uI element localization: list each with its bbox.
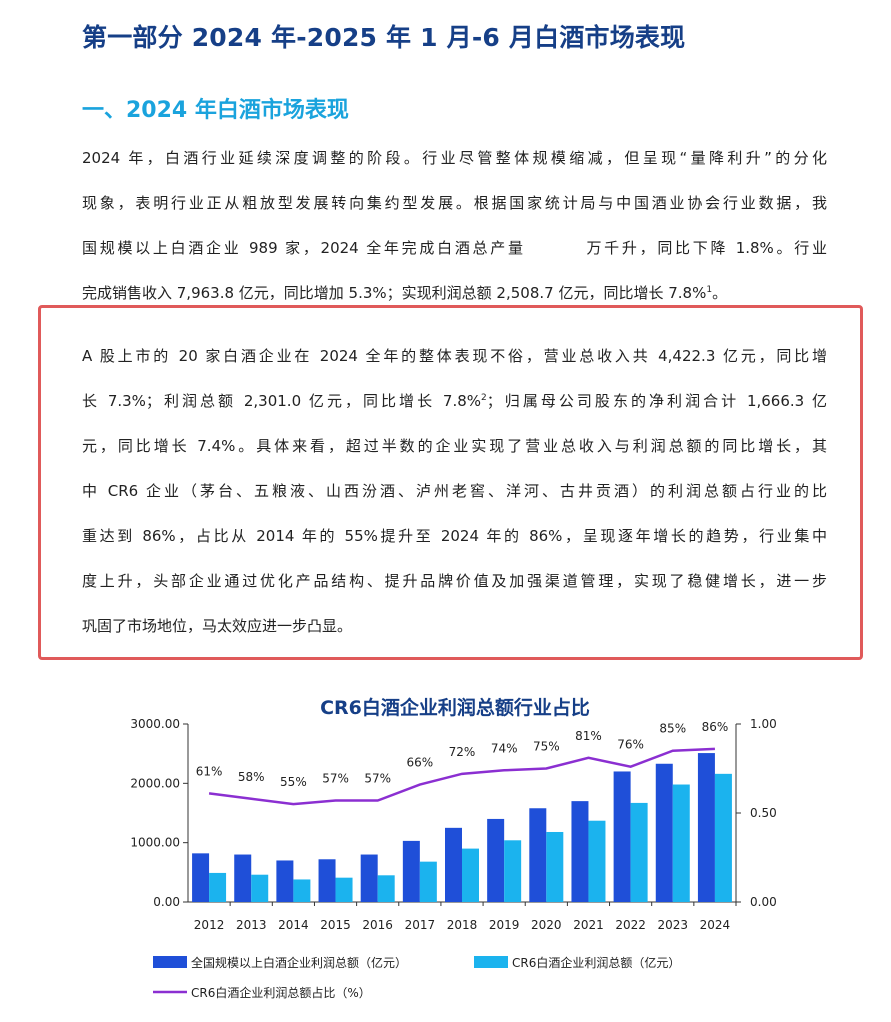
line-text: ；归属母公司股东的净利润合计 1,666.3 亿 (486, 392, 828, 410)
bar (655, 763, 673, 902)
paragraph-line: 中 CR6 企业（茅台、五粮液、山西汾酒、泸州老窖、洋河、古井贡酒）的利润总额占… (82, 482, 827, 500)
bar (251, 874, 269, 902)
data-label: 57% (322, 772, 349, 786)
line-text: 长 7.3%；利润总额 2,301.0 亿元，同比增长 7.8% (82, 392, 482, 410)
bar (672, 784, 690, 902)
left-tick-label: 2000.00 (130, 776, 180, 790)
data-label: 72% (449, 745, 476, 759)
paragraph-line: 国规模以上白酒企业 989 家，2024 全年完成白酒总产量 万千升，同比下降 1… (82, 226, 827, 271)
footnote-marker[interactable]: 2 (481, 393, 487, 403)
bar (462, 848, 479, 902)
bar (571, 801, 589, 902)
paragraph-line: 重达到 86%，占比从 2014 年的 55%提升至 2024 年的 86%，呈… (82, 527, 827, 545)
paragraph-line: 现象，表明行业正从粗放型发展转向集约型发展。根据国家统计局与中国酒业协会行业数据… (82, 194, 827, 212)
data-label: 74% (491, 741, 518, 755)
paragraph-line: 巩固了市场地位，马太效应进一步凸显。 (82, 617, 353, 635)
data-label: 81% (575, 729, 602, 743)
right-tick-label: 0.00 (750, 895, 777, 909)
right-tick-label: 0.50 (750, 806, 777, 820)
bar (613, 771, 631, 902)
bar (697, 753, 715, 902)
paragraph-line: 完成销售收入 7,963.8 亿元，同比增加 5.3%；实现利润总额 2,508… (82, 271, 827, 316)
bar (487, 818, 505, 902)
right-tick-label: 1.00 (750, 717, 777, 731)
bar (360, 854, 378, 902)
bar (402, 840, 420, 902)
x-tick-label: 2024 (700, 918, 731, 932)
x-tick-label: 2017 (405, 918, 436, 932)
profit-share-chart: CR6白酒企业利润总额行业占比 0.00 1000.00 2000.00 3000.0… (130, 696, 777, 1000)
intro-paragraph: 2024 年，白酒行业延续深度调整的阶段。行业尽管整体规模缩减，但呈现“量降利升… (82, 136, 827, 316)
page-title: 第一部分 2024 年-2025 年 1 月-6 月白酒市场表现 (82, 23, 686, 52)
x-tick-label: 2022 (615, 918, 646, 932)
x-tick-label: 2013 (236, 918, 267, 932)
line-text: 。 (712, 284, 728, 302)
bar (318, 859, 336, 902)
data-label: 76% (617, 738, 644, 752)
bar (209, 872, 227, 902)
data-label: 58% (238, 770, 265, 784)
paragraph-line: 长 7.3%；利润总额 2,301.0 亿元，同比增长 7.8%2；归属母公司股… (82, 379, 827, 424)
bar (529, 808, 547, 902)
bar (419, 861, 437, 902)
data-label: 86% (702, 720, 729, 734)
legend-label: 全国规模以上白酒企业利润总额（亿元） (191, 955, 407, 970)
chart-title: CR6白酒企业利润总额行业占比 (320, 696, 590, 719)
legend-label: CR6白酒企业利润总额占比（%） (191, 985, 371, 1000)
x-tick-label: 2012 (194, 918, 225, 932)
bar (630, 802, 648, 902)
legend-swatch (474, 956, 508, 968)
data-label: 85% (659, 722, 686, 736)
data-label: 55% (280, 775, 307, 789)
bar (504, 840, 522, 902)
bar (234, 854, 252, 902)
data-label: 66% (407, 756, 434, 770)
data-label: 57% (364, 772, 391, 786)
line-text: 万千升，同比下降 1.8%。行业 (583, 239, 827, 257)
legend-label: CR6白酒企业利润总额（亿元） (512, 955, 680, 970)
footnote-marker[interactable]: 1 (706, 285, 713, 295)
bar (293, 879, 311, 902)
data-label: 61% (196, 764, 223, 778)
x-tick-label: 2020 (531, 918, 562, 932)
bar (588, 820, 606, 902)
highlight-box (38, 305, 863, 660)
paragraph-line: A 股上市的 20 家白酒企业在 2024 全年的整体表现不俗，营业总收入共 4… (82, 347, 827, 365)
left-tick-label: 3000.00 (130, 717, 180, 731)
x-tick-label: 2016 (362, 918, 393, 932)
x-tick-label: 2019 (489, 918, 520, 932)
bar (192, 853, 210, 902)
bar (546, 831, 564, 902)
x-tick-label: 2023 (657, 918, 688, 932)
bar (276, 860, 294, 902)
line-text: 国规模以上白酒企业 989 家，2024 全年完成白酒总产量 (82, 239, 526, 257)
left-tick-label: 0.00 (153, 895, 180, 909)
paragraph-line: 元，同比增长 7.4%。具体来看，超过半数的企业实现了营业总收入与利润总额的同比… (82, 437, 827, 455)
x-tick-label: 2021 (573, 918, 604, 932)
bar (445, 827, 462, 902)
left-tick-label: 1000.00 (130, 836, 180, 850)
share-line (208, 747, 715, 806)
paragraph-line: 度上升，头部企业通过优化产品结构、提升品牌价值及加强渠道管理，实现了稳健增长，进… (82, 572, 827, 590)
x-tick-label: 2018 (447, 918, 478, 932)
bar (714, 773, 732, 902)
bar (335, 877, 353, 902)
paragraph-line: 2024 年，白酒行业延续深度调整的阶段。行业尽管整体规模缩减，但呈现“量降利升… (82, 149, 827, 167)
highlighted-paragraph: A 股上市的 20 家白酒企业在 2024 全年的整体表现不俗，营业总收入共 4… (82, 334, 827, 649)
line-text: 完成销售收入 7,963.8 亿元，同比增加 5.3%；实现利润总额 2,508… (82, 284, 707, 302)
section-heading: 一、2024 年白酒市场表现 (82, 98, 349, 123)
legend-swatch (153, 956, 187, 968)
bar (377, 875, 395, 902)
x-tick-label: 2014 (278, 918, 309, 932)
x-tick-label: 2015 (320, 918, 351, 932)
data-label: 75% (533, 740, 560, 754)
